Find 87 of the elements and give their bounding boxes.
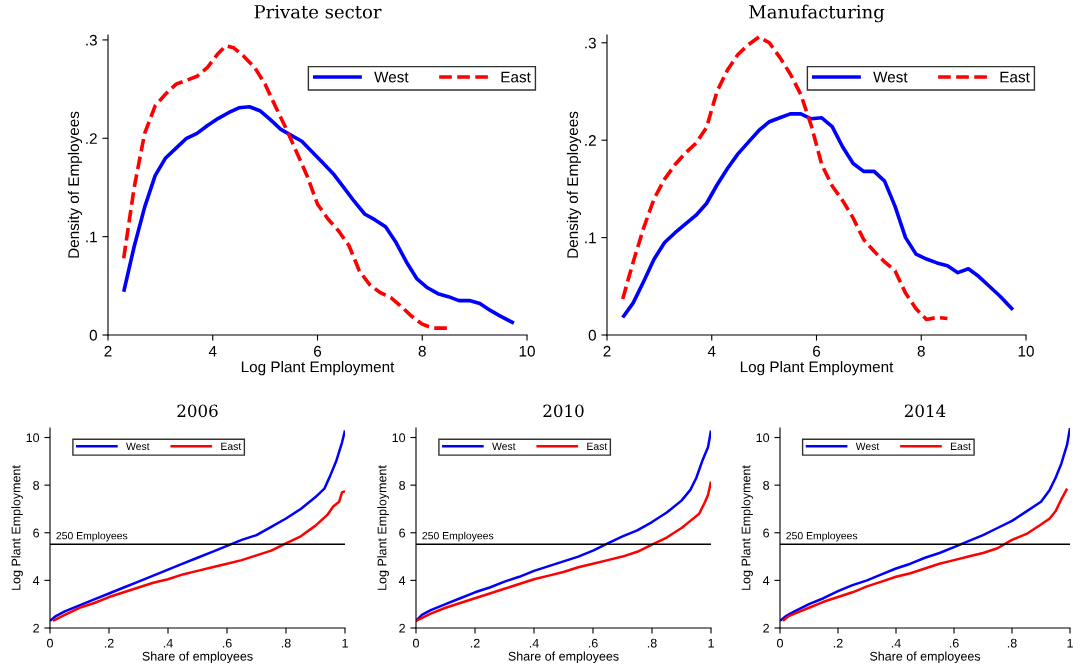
y-tick-label: .1 bbox=[86, 231, 97, 243]
x-axis-title: Log Plant Employment bbox=[740, 361, 894, 376]
y-tick-label: 6 bbox=[33, 528, 40, 538]
x-tick-label: 2 bbox=[104, 345, 112, 357]
y-tick-label: 6 bbox=[399, 528, 406, 538]
legend-label: East bbox=[501, 71, 531, 83]
y-tick-label: .2 bbox=[585, 135, 596, 146]
x-tick-label: 10 bbox=[519, 345, 535, 357]
legend-label: West bbox=[873, 71, 908, 83]
y-tick-label: 8 bbox=[763, 480, 770, 490]
x-tick-label: 10 bbox=[1018, 345, 1034, 357]
x-axis-title: Log Plant Employment bbox=[241, 361, 395, 376]
x-tick-label: .4 bbox=[163, 638, 173, 648]
x-tick-label: 6 bbox=[314, 345, 322, 357]
x-tick-label: 4 bbox=[707, 345, 716, 357]
y-tick-label: 6 bbox=[763, 528, 770, 538]
x-tick-label: 8 bbox=[917, 345, 925, 357]
x-tick-label: .8 bbox=[281, 638, 291, 648]
legend-label: East bbox=[587, 442, 608, 450]
y-tick-label: 4 bbox=[398, 576, 406, 585]
y-tick-label: 0 bbox=[89, 329, 97, 341]
ref-line-label: 250 Employees bbox=[422, 531, 494, 542]
y-tick-label: 10 bbox=[756, 433, 770, 443]
x-tick-label: 0 bbox=[47, 638, 53, 648]
y-tick-label: 2 bbox=[33, 623, 39, 633]
x-axis-title: Share of employees bbox=[508, 651, 619, 664]
x-tick-label: .4 bbox=[891, 638, 901, 648]
y-tick-label: 2 bbox=[399, 623, 405, 633]
x-axis-title: Share of employees bbox=[869, 651, 981, 664]
line-series bbox=[50, 429, 345, 623]
x-axis-title: Share of employees bbox=[142, 651, 253, 664]
x-tick-label: 0 bbox=[413, 638, 419, 648]
x-tick-label: .4 bbox=[529, 638, 539, 648]
x-tick-label: 6 bbox=[813, 345, 821, 357]
y-tick-label: 0 bbox=[588, 329, 596, 341]
x-tick-label: 4 bbox=[208, 345, 217, 357]
line-series bbox=[620, 35, 950, 322]
x-tick-label: 1 bbox=[708, 638, 714, 648]
y-tick-label: 10 bbox=[392, 433, 406, 443]
y-tick-label: .2 bbox=[86, 133, 97, 144]
x-tick-label: 1 bbox=[342, 638, 348, 648]
y-axis-title: Log Plant Employment bbox=[741, 465, 753, 590]
y-tick-label: 8 bbox=[399, 480, 406, 490]
x-tick-label: 8 bbox=[418, 345, 426, 357]
x-tick-label: .6 bbox=[949, 638, 959, 648]
y-tick-label: 4 bbox=[32, 576, 40, 585]
x-tick-label: 0 bbox=[777, 638, 783, 648]
x-tick-label: .2 bbox=[470, 638, 480, 648]
y-axis-title: Density of Employees bbox=[566, 111, 582, 258]
line-series bbox=[51, 489, 345, 623]
y-axis-title: Density of Employees bbox=[67, 111, 83, 258]
x-tick-label: .6 bbox=[588, 638, 598, 648]
x-tick-label: 1 bbox=[1067, 638, 1073, 648]
chart-title: 2010 bbox=[543, 404, 584, 418]
line-series bbox=[620, 112, 1015, 320]
legend-label: East bbox=[950, 442, 971, 450]
ref-line-label: 250 Employees bbox=[786, 531, 858, 542]
chart-title: Manufacturing bbox=[749, 4, 885, 23]
line-series bbox=[416, 480, 711, 623]
y-tick-label: 10 bbox=[26, 433, 40, 443]
x-tick-label: .8 bbox=[1007, 638, 1017, 648]
y-axis-title: Log Plant Employment bbox=[377, 465, 389, 590]
x-tick-label: .2 bbox=[104, 638, 114, 648]
chart-title: 2014 bbox=[904, 404, 946, 418]
x-tick-label: .2 bbox=[833, 638, 843, 648]
legend-label: West bbox=[492, 442, 516, 450]
x-tick-label: .8 bbox=[647, 638, 657, 648]
legend-label: East bbox=[221, 442, 242, 450]
x-tick-label: 2 bbox=[603, 345, 611, 357]
y-tick-label: .3 bbox=[86, 34, 97, 46]
ref-line-label: 250 Employees bbox=[56, 531, 128, 542]
x-tick-label: .6 bbox=[222, 638, 232, 648]
y-tick-label: 2 bbox=[763, 623, 769, 633]
line-series bbox=[781, 487, 1069, 623]
y-axis-title: Log Plant Employment bbox=[11, 465, 23, 590]
chart-title: 2006 bbox=[177, 404, 218, 418]
y-tick-label: 8 bbox=[33, 480, 40, 490]
y-tick-label: 4 bbox=[762, 576, 770, 585]
line-series bbox=[780, 428, 1070, 623]
line-series bbox=[121, 104, 516, 326]
legend-label: East bbox=[1000, 71, 1030, 83]
y-tick-label: .3 bbox=[585, 37, 596, 49]
legend-label: West bbox=[374, 71, 409, 83]
y-tick-label: .1 bbox=[585, 232, 596, 244]
legend-label: West bbox=[855, 442, 880, 450]
chart-title: Private sector bbox=[254, 5, 382, 19]
legend-label: West bbox=[126, 442, 150, 450]
